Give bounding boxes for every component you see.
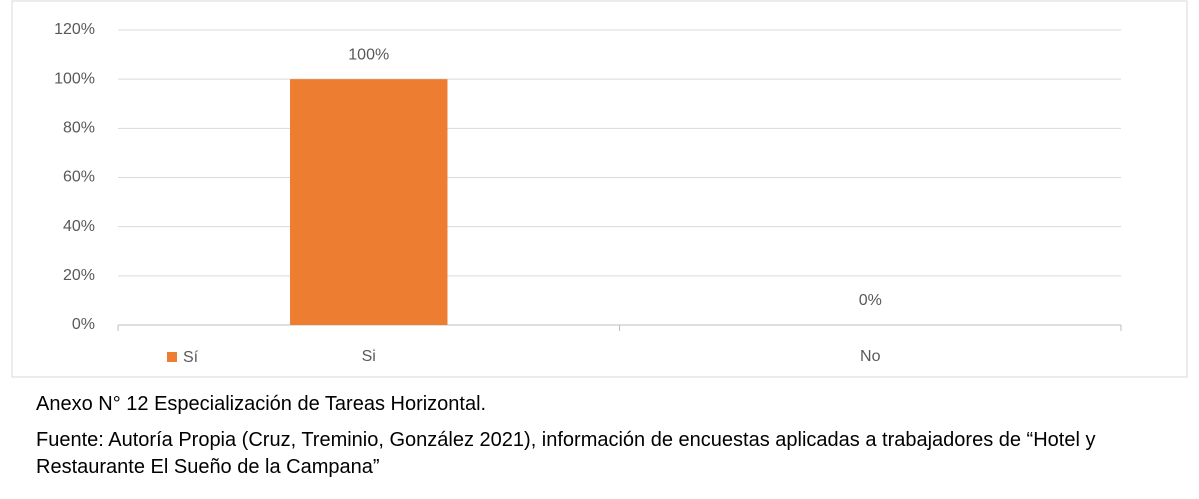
caption-source: Fuente: Autoría Propia (Cruz, Treminio, …	[36, 429, 1096, 478]
data-label: 0%	[859, 292, 882, 309]
y-tick-label: 0%	[72, 316, 95, 333]
y-tick-label: 20%	[63, 267, 95, 284]
legend-label: Sí	[183, 349, 199, 366]
y-tick-label: 60%	[63, 169, 95, 186]
y-tick-label: 100%	[54, 70, 95, 87]
y-tick-label: 80%	[63, 120, 95, 137]
y-tick-label: 120%	[54, 21, 95, 38]
x-tick-label: Si	[362, 348, 376, 365]
data-label: 100%	[348, 46, 389, 63]
legend-swatch	[167, 352, 177, 362]
y-tick-label: 40%	[63, 218, 95, 235]
chart-frame	[11, 0, 1188, 378]
caption-title: Anexo N° 12 Especialización de Tareas Ho…	[36, 393, 487, 415]
x-tick-label: No	[860, 348, 881, 365]
chart: 0% 20% 40% 60% 80% 100% 120% Si 100% No 0% Sí	[11, 0, 1188, 378]
bar	[290, 79, 448, 326]
